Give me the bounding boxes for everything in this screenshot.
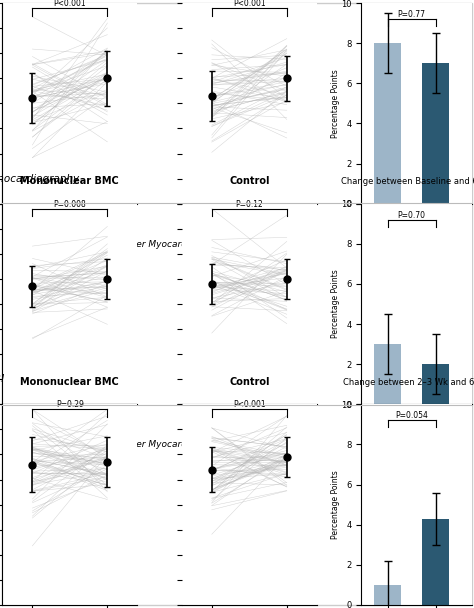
Title: Control: Control <box>229 377 270 387</box>
Bar <box>374 43 401 204</box>
Bar <box>374 585 401 605</box>
Text: P<0.001: P<0.001 <box>233 400 265 409</box>
Y-axis label: Percentage Points: Percentage Points <box>330 470 339 539</box>
Text: P=0.12: P=0.12 <box>236 199 263 209</box>
Text: Echocardiography: Echocardiography <box>0 174 80 184</box>
Bar <box>422 519 449 605</box>
Bar <box>422 364 449 404</box>
Text: P=0.70: P=0.70 <box>398 211 426 219</box>
Text: MRI: MRI <box>0 375 5 384</box>
Text: P<0.001: P<0.001 <box>233 0 265 8</box>
Text: P=0.008: P=0.008 <box>54 199 86 209</box>
Text: P=0.054: P=0.054 <box>395 412 428 420</box>
Title: Change between 2–3 Wk and 6 Mo: Change between 2–3 Wk and 6 Mo <box>343 378 474 387</box>
Text: Time after Myocardial Infarction: Time after Myocardial Infarction <box>99 240 243 249</box>
Text: P=0.29: P=0.29 <box>56 400 84 409</box>
Title: Mononuclear BMC: Mononuclear BMC <box>20 377 119 387</box>
Title: Control: Control <box>229 176 270 186</box>
Title: Change between Baseline and 6 Mo: Change between Baseline and 6 Mo <box>340 178 474 186</box>
Y-axis label: Percentage Points: Percentage Points <box>330 69 339 138</box>
Bar <box>422 63 449 204</box>
Y-axis label: Percentage Points: Percentage Points <box>330 269 339 339</box>
Bar <box>374 344 401 404</box>
Title: Mononuclear BMC: Mononuclear BMC <box>20 176 119 186</box>
Text: P<0.001: P<0.001 <box>54 0 86 8</box>
Text: Time after Myocardial Infarction: Time after Myocardial Infarction <box>99 440 243 449</box>
Text: P=0.77: P=0.77 <box>398 10 426 19</box>
